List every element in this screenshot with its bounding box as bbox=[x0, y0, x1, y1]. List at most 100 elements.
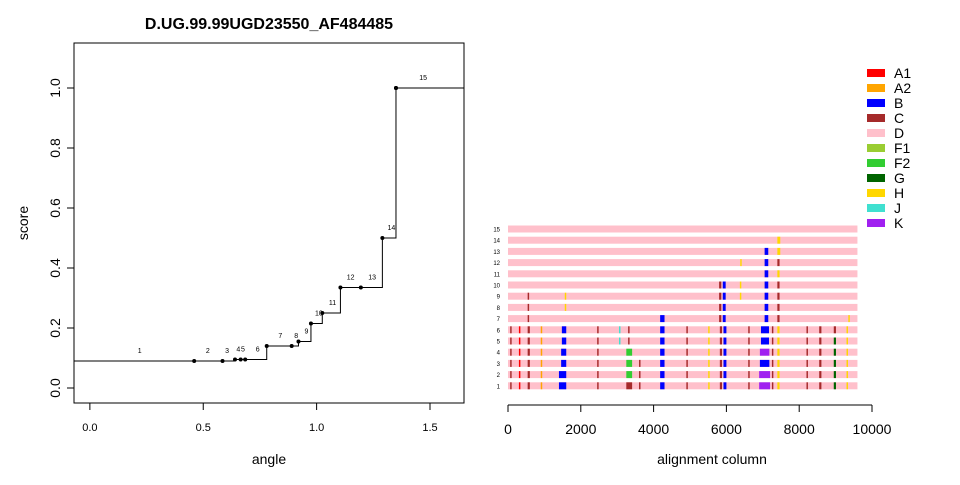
alignment-row: 5 bbox=[497, 337, 858, 346]
row-bar bbox=[508, 225, 858, 233]
subtype-segment bbox=[833, 326, 836, 334]
alignment-row: 9 bbox=[497, 292, 858, 301]
subtype-segment bbox=[739, 292, 742, 300]
subtype-segment bbox=[597, 326, 599, 334]
subtype-segment bbox=[722, 292, 726, 300]
legend-swatch bbox=[867, 144, 885, 152]
subtype-segment bbox=[510, 371, 512, 379]
legend-item: G bbox=[867, 170, 905, 186]
subtype-segment bbox=[597, 337, 599, 345]
legend-label: G bbox=[894, 170, 905, 186]
step-point bbox=[232, 357, 237, 362]
legend-swatch bbox=[867, 219, 885, 227]
point-label: 1 bbox=[138, 348, 142, 355]
subtype-segment bbox=[561, 326, 567, 334]
legend-label: K bbox=[894, 215, 904, 231]
alignment-panel: 15 14 13 12 11 10 9 8 7 6 5 4 3 2 1 0 2000 4000 6000 8000 1… bbox=[493, 65, 911, 467]
subtype-segment bbox=[764, 247, 769, 255]
legend-swatch bbox=[867, 204, 885, 212]
alignment-row: 13 bbox=[493, 247, 858, 256]
row-bar bbox=[508, 326, 858, 334]
subtype-segment bbox=[626, 371, 633, 379]
row-label: 5 bbox=[497, 340, 501, 346]
point-label: 3 bbox=[225, 348, 229, 355]
subtype-segment bbox=[527, 359, 530, 367]
row-bar bbox=[508, 292, 858, 300]
subtype-segment bbox=[723, 326, 727, 334]
subtype-segment bbox=[846, 382, 848, 390]
subtype-segment bbox=[777, 259, 780, 267]
alignment-row: 12 bbox=[493, 259, 858, 267]
row-bar bbox=[508, 236, 858, 244]
legend-item: H bbox=[867, 185, 904, 201]
subtype-segment bbox=[722, 303, 726, 311]
y-axis-label: score bbox=[15, 206, 31, 240]
legend-label: A1 bbox=[894, 65, 911, 81]
subtype-segment bbox=[540, 382, 543, 390]
subtype-segment bbox=[748, 371, 750, 379]
subtype-segment bbox=[819, 359, 822, 367]
subtype-segment bbox=[719, 337, 723, 345]
x-axis: 0.0 0.5 1.0 1.5 bbox=[82, 403, 438, 434]
step-point bbox=[243, 357, 248, 362]
x-tick-label: 6000 bbox=[711, 421, 742, 437]
subtype-segment bbox=[806, 337, 808, 345]
step-point bbox=[289, 344, 294, 348]
subtype-segment bbox=[561, 337, 567, 345]
subtype-segment bbox=[846, 359, 848, 367]
subtype-segment bbox=[719, 315, 722, 323]
subtype-segment bbox=[597, 359, 599, 367]
point-label: 14 bbox=[388, 225, 396, 232]
row-label: 14 bbox=[493, 239, 500, 245]
subtype-segment bbox=[518, 348, 521, 356]
legend-item: F2 bbox=[867, 155, 911, 171]
legend-label: D bbox=[894, 125, 904, 141]
subtype-segment bbox=[510, 359, 512, 367]
subtype-segment bbox=[558, 371, 567, 379]
subtype-segment bbox=[561, 348, 567, 356]
point-label: 10 bbox=[315, 311, 323, 318]
subtype-segment bbox=[719, 292, 722, 300]
subtype-segment bbox=[619, 337, 621, 345]
step-point bbox=[393, 86, 398, 90]
subtype-segment bbox=[806, 359, 808, 367]
point-label: 13 bbox=[368, 275, 376, 282]
subtype-segment bbox=[777, 292, 780, 300]
subtype-segment bbox=[806, 382, 808, 390]
subtype-segment bbox=[719, 303, 722, 311]
subtype-segment bbox=[660, 337, 665, 345]
row-label: 13 bbox=[493, 250, 500, 256]
legend-label: J bbox=[894, 200, 901, 216]
subtype-segment bbox=[564, 292, 567, 300]
subtype-segment bbox=[819, 337, 822, 345]
alignment-row: 6 bbox=[497, 326, 858, 334]
y-tick-label: 0.0 bbox=[47, 378, 63, 398]
subtype-segment bbox=[626, 359, 633, 367]
legend-swatch bbox=[867, 174, 885, 182]
x-tick-label: 1.5 bbox=[422, 422, 437, 434]
alignment-row: 2 bbox=[497, 371, 858, 379]
row-bar bbox=[508, 259, 858, 267]
y-tick-label: 0.8 bbox=[47, 138, 63, 158]
subtype-segment bbox=[764, 259, 769, 267]
point-label: 15 bbox=[419, 75, 427, 82]
x-tick-label: 0.0 bbox=[82, 422, 97, 434]
subtype-segment bbox=[740, 259, 742, 267]
row-bar bbox=[508, 359, 858, 367]
y-tick-label: 0.2 bbox=[47, 318, 63, 338]
subtype-segment bbox=[764, 270, 769, 278]
subtype-segment bbox=[708, 337, 710, 345]
subtype-segment bbox=[759, 371, 771, 379]
subtype-segment bbox=[846, 348, 848, 356]
subtype-segment bbox=[686, 326, 688, 334]
row-bar bbox=[508, 382, 858, 390]
legend-item: K bbox=[867, 215, 904, 231]
step-point bbox=[238, 357, 243, 362]
subtype-segment bbox=[510, 326, 512, 334]
subtype-segment bbox=[723, 337, 727, 345]
legend-swatch bbox=[867, 129, 885, 137]
subtype-segment bbox=[510, 382, 512, 390]
alignment-row: 8 bbox=[497, 303, 858, 312]
subtype-segment bbox=[819, 382, 822, 390]
